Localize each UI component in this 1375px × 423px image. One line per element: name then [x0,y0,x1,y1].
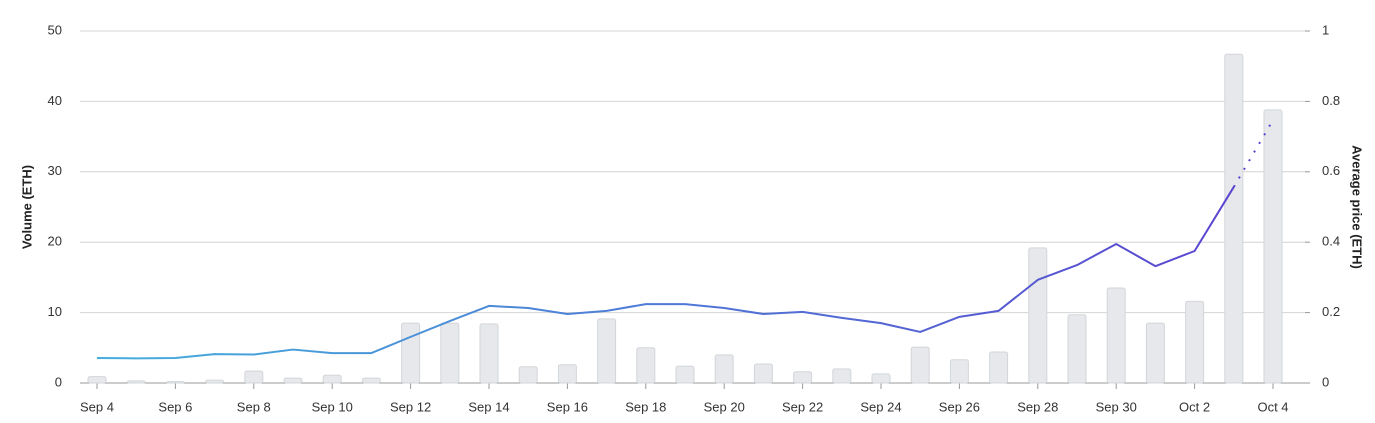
y-tick-label: 10 [48,304,62,319]
x-tick-label: Sep 10 [312,399,353,414]
y2-tick-label: 1 [1322,22,1329,37]
x-tick-label: Sep 26 [939,399,980,414]
bar [440,322,460,384]
bar [557,364,577,384]
y2-tick-label: 0.6 [1322,163,1340,178]
bar [949,359,969,384]
bar [832,368,852,384]
bar [910,346,930,384]
bar [1263,109,1283,384]
bar [871,373,891,384]
bar [1185,300,1205,384]
x-tick-label: Sep 20 [704,399,745,414]
x-tick-label: Sep 16 [547,399,588,414]
x-tick-label: Sep 8 [237,399,271,414]
x-tick-label: Sep 30 [1096,399,1137,414]
bar [1145,322,1165,384]
bar [518,366,538,384]
bar [283,377,303,384]
bar [322,374,342,384]
y-tick-label: 40 [48,93,62,108]
y-tick-label: 20 [48,234,62,249]
x-tick-label: Oct 2 [1179,399,1210,414]
bar [675,365,695,384]
bar [87,376,107,384]
bar [1224,53,1244,384]
y2-tick-label: 0.4 [1322,234,1340,249]
y2-tick-label: 0.2 [1322,304,1340,319]
bar [126,380,146,384]
bar [479,323,499,384]
bar [636,347,656,384]
x-tick-label: Sep 22 [782,399,823,414]
bar [793,371,813,384]
y-tick-label: 30 [48,163,62,178]
price-line [96,186,1235,360]
bar [361,377,381,384]
bar [205,379,225,384]
bar [401,322,421,384]
bar [244,370,264,384]
y2-axis-title: Average price (ETH) [1350,145,1365,269]
x-tick-label: Sep 24 [860,399,901,414]
y2-tick-label: 0 [1322,374,1329,389]
bar [753,363,773,384]
bar [165,381,185,384]
x-tick-label: Sep 14 [468,399,509,414]
bar [989,351,1009,384]
x-tick-label: Sep 4 [80,399,114,414]
y-tick-label: 50 [48,22,62,37]
bar [597,318,617,384]
bar [1067,314,1087,384]
x-tick-label: Sep 12 [390,399,431,414]
x-tick-label: Sep 6 [158,399,192,414]
bar [714,354,734,384]
bar [1028,247,1048,384]
bar [1106,287,1126,384]
x-tick-label: Oct 4 [1257,399,1288,414]
x-tick-label: Sep 18 [625,399,666,414]
x-tick-label: Sep 28 [1017,399,1058,414]
y-axis-title: Volume (ETH) [19,165,34,249]
y2-tick-label: 0.8 [1322,93,1340,108]
y-tick-label: 0 [55,374,62,389]
